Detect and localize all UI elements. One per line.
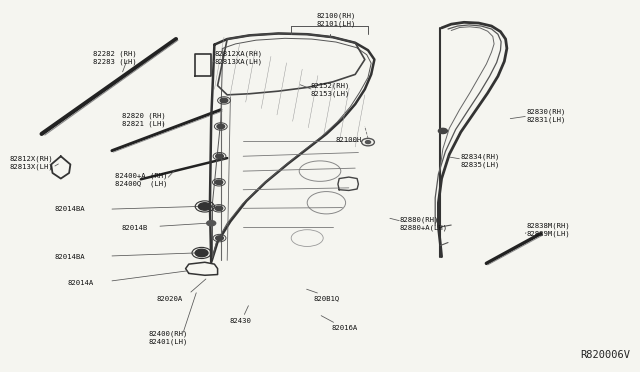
Circle shape [217, 124, 225, 129]
Text: 82014B: 82014B [122, 225, 148, 231]
Text: 82152(RH)
82153(LH): 82152(RH) 82153(LH) [310, 83, 350, 97]
Circle shape [216, 154, 223, 158]
Text: 82430: 82430 [229, 318, 251, 324]
Text: 82014BA: 82014BA [54, 206, 85, 212]
Text: 82838M(RH)
82839M(LH): 82838M(RH) 82839M(LH) [526, 223, 570, 237]
Circle shape [215, 206, 223, 211]
Text: 82016A: 82016A [332, 326, 358, 331]
Text: 82820 (RH)
82821 (LH): 82820 (RH) 82821 (LH) [122, 113, 165, 127]
Circle shape [216, 236, 223, 240]
Text: 82812XA(RH)
82813XA(LH): 82812XA(RH) 82813XA(LH) [214, 51, 262, 65]
Text: 82812X(RH)
82813X(LH): 82812X(RH) 82813X(LH) [10, 155, 53, 170]
Text: 82834(RH)
82835(LH): 82834(RH) 82835(LH) [461, 154, 500, 168]
Circle shape [220, 98, 228, 103]
Text: 82100(RH)
82101(LH): 82100(RH) 82101(LH) [317, 12, 356, 26]
Circle shape [195, 249, 208, 257]
Text: R820006V: R820006V [580, 350, 630, 360]
Text: 82830(RH)
82831(LH): 82830(RH) 82831(LH) [526, 109, 566, 123]
Circle shape [365, 141, 371, 144]
Text: 820B1Q: 820B1Q [314, 295, 340, 301]
Text: 82282 (RH)
82283 (LH): 82282 (RH) 82283 (LH) [93, 51, 136, 65]
Text: 82100H: 82100H [336, 137, 362, 142]
Text: 82400(RH)
82401(LH): 82400(RH) 82401(LH) [148, 331, 188, 345]
Circle shape [438, 128, 447, 134]
Text: 82014BA: 82014BA [54, 254, 85, 260]
Circle shape [207, 221, 216, 226]
Text: 82880(RH)
82880+A(LH): 82880(RH) 82880+A(LH) [400, 217, 448, 231]
Circle shape [215, 180, 223, 185]
Text: 82020A: 82020A [157, 296, 183, 302]
Text: 82014A: 82014A [67, 280, 93, 286]
Circle shape [198, 203, 211, 210]
Text: 82400+A (RH)
82400Q  (LH): 82400+A (RH) 82400Q (LH) [115, 172, 168, 186]
